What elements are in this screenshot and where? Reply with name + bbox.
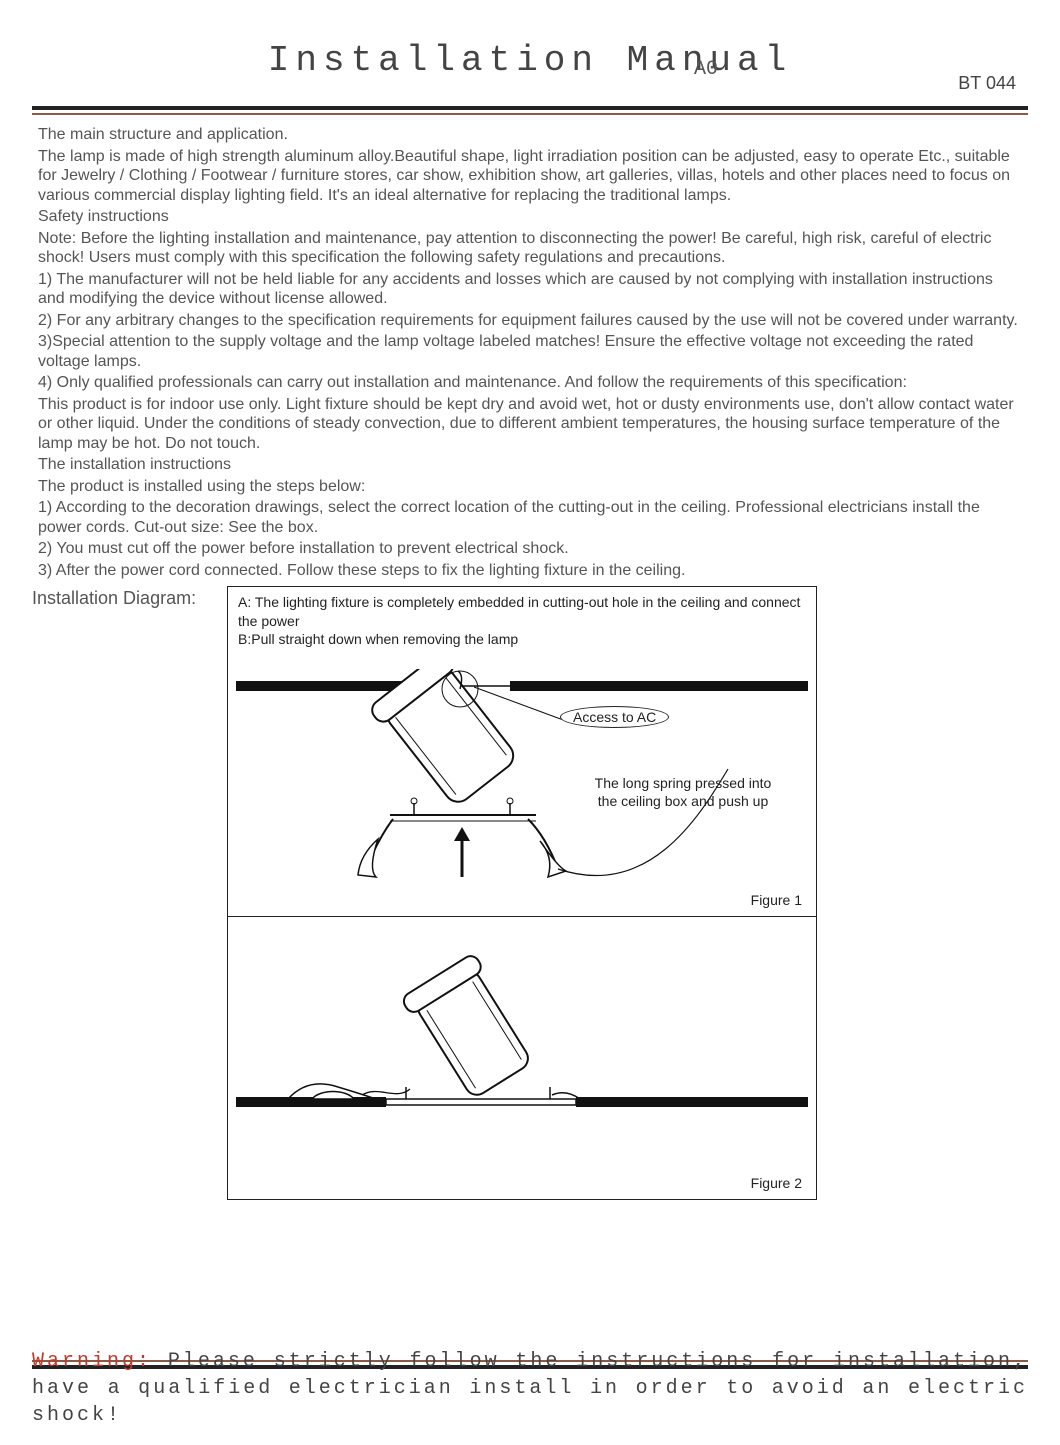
caption-a: A: The lighting fixture is completely em… xyxy=(238,593,806,629)
revision-code: A0 xyxy=(694,58,718,81)
diagram-label: Installation Diagram: xyxy=(32,586,227,1200)
figure-1-panel: Access to AC The long spring pressed int… xyxy=(228,669,816,917)
paragraph: Note: Before the lighting installation a… xyxy=(38,229,1022,268)
warning-text: Warning: Please strictly follow the inst… xyxy=(32,1348,1028,1429)
warning-body: Please strictly follow the instructions … xyxy=(32,1350,1028,1427)
figure-2-label: Figure 2 xyxy=(751,1175,802,1191)
list-item: 2) For any arbitrary changes to the spec… xyxy=(38,311,1022,331)
paragraph: The product is installed using the steps… xyxy=(38,477,1022,497)
caption-b: B:Pull straight down when removing the l… xyxy=(238,630,806,648)
figure-1-label: Figure 1 xyxy=(751,892,802,908)
section-heading: The installation instructions xyxy=(38,455,1022,475)
list-item: 3) After the power cord connected. Follo… xyxy=(38,561,1022,581)
paragraph: This product is for indoor use only. Lig… xyxy=(38,395,1022,454)
list-item: 1) According to the decoration drawings,… xyxy=(38,498,1022,537)
header-rule xyxy=(32,106,1028,115)
diagram-box: A: The lighting fixture is completely em… xyxy=(227,586,817,1200)
warning-label: Warning: xyxy=(32,1350,152,1373)
page-title: Installation Manual xyxy=(32,40,1028,81)
access-ac-label: Access to AC xyxy=(560,706,669,728)
body-text: The main structure and application. The … xyxy=(32,125,1028,580)
spring-callout: The long spring pressed into the ceiling… xyxy=(588,775,778,810)
paragraph: The lamp is made of high strength alumin… xyxy=(38,147,1022,206)
figure-2-panel: Figure 2 xyxy=(228,917,816,1199)
list-item: 3)Special attention to the supply voltag… xyxy=(38,332,1022,371)
diagram-section: Installation Diagram: A: The lighting fi… xyxy=(32,586,1028,1200)
diagram-caption: A: The lighting fixture is completely em… xyxy=(228,587,816,650)
list-item: 2) You must cut off the power before ins… xyxy=(38,539,1022,559)
section-heading: Safety instructions xyxy=(38,207,1022,227)
section-heading: The main structure and application. xyxy=(38,125,1022,145)
figure-2-svg xyxy=(228,917,818,1199)
page: Installation Manual A0 BT 044 The main s… xyxy=(0,0,1060,1445)
access-ac-callout: Access to AC xyxy=(560,709,669,727)
product-code: BT 044 xyxy=(958,73,1016,94)
list-item: 1) The manufacturer will not be held lia… xyxy=(38,270,1022,309)
list-item: 4) Only qualified professionals can carr… xyxy=(38,373,1022,393)
header: Installation Manual A0 BT 044 xyxy=(32,40,1028,102)
